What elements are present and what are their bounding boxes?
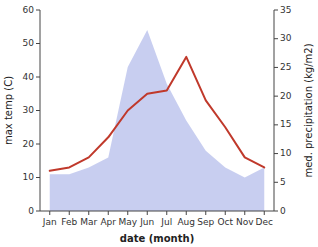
x-tick: [127, 211, 128, 215]
x-tick-label: Oct: [217, 217, 233, 227]
x-tick: [225, 211, 226, 215]
y-tick: [36, 144, 40, 145]
axes: 0 10 20 30 40 50 60 0 5 10 15 20 25 30 35 Jan FebMarAprM…: [23, 5, 292, 228]
y2-tick-label: 25: [280, 62, 291, 72]
y2-tick: [274, 153, 278, 154]
x-tick: [186, 211, 187, 215]
y2-axis-label: med. precipitation (kg/m2): [303, 43, 314, 177]
y2-tick-label: 30: [280, 33, 292, 43]
x-tick-label: Apr: [100, 217, 116, 227]
y-tick-label: 40: [23, 72, 35, 82]
x-tick: [49, 211, 50, 215]
y2-tick: [274, 10, 278, 11]
y-tick: [36, 10, 40, 11]
x-tick-label: Sep: [197, 217, 214, 227]
x-tick: [205, 211, 206, 215]
plot-area: [50, 30, 265, 211]
y2-tick-label: 20: [280, 91, 292, 101]
precip-area: [50, 30, 265, 211]
x-tick-label: May: [118, 217, 137, 227]
y2-tick-label: 15: [280, 119, 291, 129]
y2-tick: [274, 67, 278, 68]
x-tick: [88, 211, 89, 215]
y-tick-label: 50: [23, 38, 35, 48]
x-tick-label: Feb: [61, 217, 77, 227]
x-tick-label: Mar: [80, 217, 97, 227]
x-tick: [108, 211, 109, 215]
x-tick: [166, 211, 167, 215]
y-tick: [36, 77, 40, 78]
y-tick: [36, 177, 40, 178]
y2-tick-label: 10: [280, 148, 292, 158]
x-tick-label: Jul: [160, 217, 172, 227]
y-tick-label: 60: [23, 5, 35, 15]
temp-line: [50, 57, 265, 171]
y2-tick: [274, 182, 278, 183]
y-tick: [36, 110, 40, 111]
y-tick-label: 0: [28, 206, 34, 216]
x-tick-label: Jun: [139, 217, 154, 227]
x-tick-label: Dec: [256, 217, 273, 227]
y-tick-label: 20: [23, 139, 35, 149]
x-axis-label: date (month): [120, 233, 194, 244]
x-tick-label: Jan: [42, 217, 57, 227]
y2-tick: [274, 211, 278, 212]
y2-tick: [274, 124, 278, 125]
y2-tick-label: 5: [280, 177, 286, 187]
chart: 0 10 20 30 40 50 60 0 5 10 15 20 25 30 35 Jan FebMarAprM…: [0, 0, 318, 247]
x-tick: [264, 211, 265, 215]
x-tick: [69, 211, 70, 215]
y-tick-label: 10: [23, 172, 35, 182]
y2-tick: [274, 96, 278, 97]
x-tick: [244, 211, 245, 215]
y-tick: [36, 211, 40, 212]
x-tick-label: Aug: [177, 217, 195, 227]
y2-tick: [274, 38, 278, 39]
x-tick: [147, 211, 148, 215]
x-tick-label: Nov: [236, 217, 254, 227]
chart-container: 0 10 20 30 40 50 60 0 5 10 15 20 25 30 35 Jan FebMarAprM…: [0, 0, 318, 247]
y-tick-label: 30: [23, 105, 35, 115]
y2-tick-label: 0: [280, 206, 286, 216]
y-tick: [36, 43, 40, 44]
y2-axis-line: [274, 10, 275, 211]
y-axis-label: max temp (C): [3, 76, 14, 145]
x-axis-line: [40, 211, 274, 212]
y2-tick-label: 35: [280, 5, 291, 15]
